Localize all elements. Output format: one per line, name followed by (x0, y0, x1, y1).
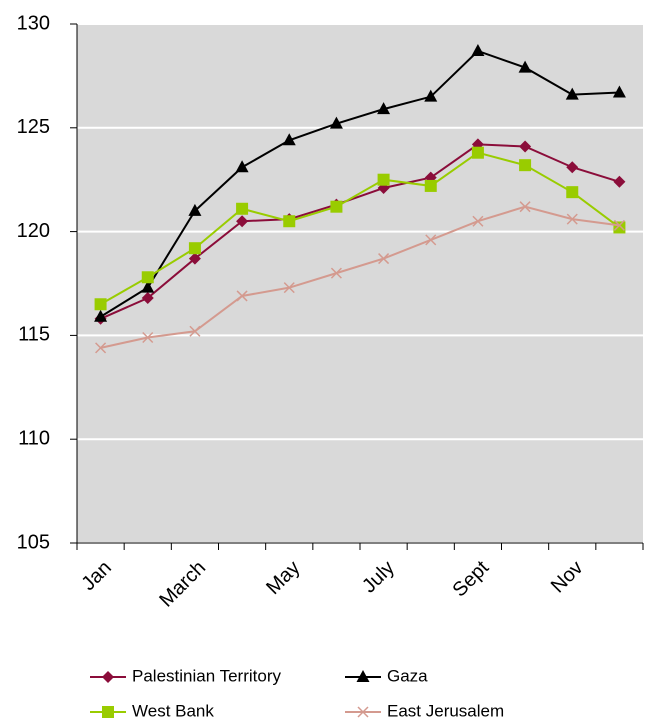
marker (142, 331, 154, 344)
legend-label: Gaza (387, 666, 428, 685)
marker (424, 89, 438, 102)
y-tick-label: 125 (17, 116, 50, 138)
marker (425, 234, 437, 246)
series-line (100, 143, 620, 320)
marker (102, 671, 114, 683)
marker (357, 706, 369, 718)
marker (565, 87, 579, 100)
marker (330, 267, 342, 279)
x-tick-label: Sept (449, 556, 494, 601)
y-tick-label: 130 (17, 12, 50, 34)
x-tick-label: Jan (77, 557, 115, 595)
marker (236, 202, 249, 215)
marker (330, 200, 343, 213)
marker (566, 161, 579, 174)
marker (566, 186, 579, 199)
marker (472, 215, 484, 227)
marker (519, 140, 532, 153)
y-tick-label: 120 (17, 220, 50, 242)
marker (189, 325, 201, 337)
plot-area (77, 24, 643, 543)
marker (566, 213, 578, 225)
x-tick-label: March (155, 557, 210, 612)
y-tick-label: 115 (18, 324, 50, 346)
x-tick-label: July (358, 557, 399, 598)
legend-label: West Bank (132, 701, 214, 720)
marker (519, 159, 532, 172)
marker (613, 175, 626, 188)
marker (141, 280, 155, 293)
marker (141, 292, 154, 305)
y-tick-label: 105 (17, 531, 50, 553)
marker (188, 242, 201, 255)
marker (356, 670, 370, 682)
series-line (100, 49, 620, 318)
marker (282, 133, 296, 146)
marker (141, 271, 154, 284)
marker (519, 201, 531, 213)
marker (236, 290, 248, 302)
marker (188, 252, 201, 265)
marker (613, 219, 625, 231)
marker (102, 706, 114, 718)
marker (94, 298, 107, 311)
marker (471, 146, 484, 159)
x-tick-label: Nov (547, 557, 588, 598)
marker (94, 309, 108, 322)
series-line (100, 205, 620, 349)
marker (329, 116, 343, 129)
legend-label: East Jerusalem (387, 701, 504, 720)
marker (95, 342, 107, 354)
marker (283, 282, 295, 294)
legend-label: Palestinian Territory (132, 666, 281, 685)
marker (188, 203, 202, 216)
y-tick-label: 110 (18, 427, 50, 449)
marker (518, 60, 532, 73)
marker (471, 43, 485, 56)
x-tick-label: May (262, 557, 304, 599)
marker (378, 253, 390, 265)
marker (424, 179, 437, 192)
marker (236, 215, 249, 228)
series-line (100, 151, 621, 306)
marker (613, 221, 626, 234)
marker (283, 215, 296, 228)
marker (612, 85, 626, 98)
marker (377, 173, 390, 186)
marker (377, 102, 391, 115)
marker (235, 160, 249, 173)
